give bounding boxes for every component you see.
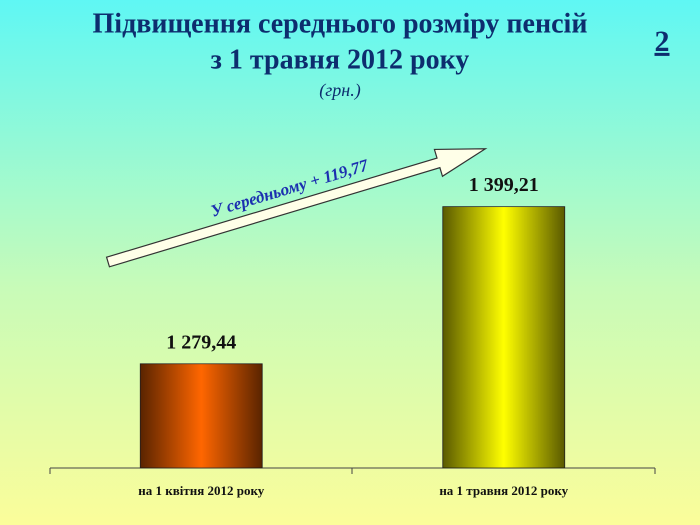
bar — [442, 206, 566, 469]
bar — [139, 363, 263, 469]
x-tick-label: на 1 квітня 2012 року — [138, 483, 265, 498]
chart-subtitle: (грн.) — [319, 80, 360, 101]
x-tick-label: на 1 травня 2012 року — [439, 483, 568, 498]
chart-title: з 1 травня 2012 року — [211, 44, 470, 75]
data-label: 1 279,44 — [166, 331, 236, 353]
page-number: 2 — [655, 25, 670, 58]
arrow-shape — [105, 148, 488, 268]
data-label: 1 399,21 — [469, 174, 539, 196]
chart-title: Підвищення середнього розміру пенсій — [93, 8, 588, 39]
